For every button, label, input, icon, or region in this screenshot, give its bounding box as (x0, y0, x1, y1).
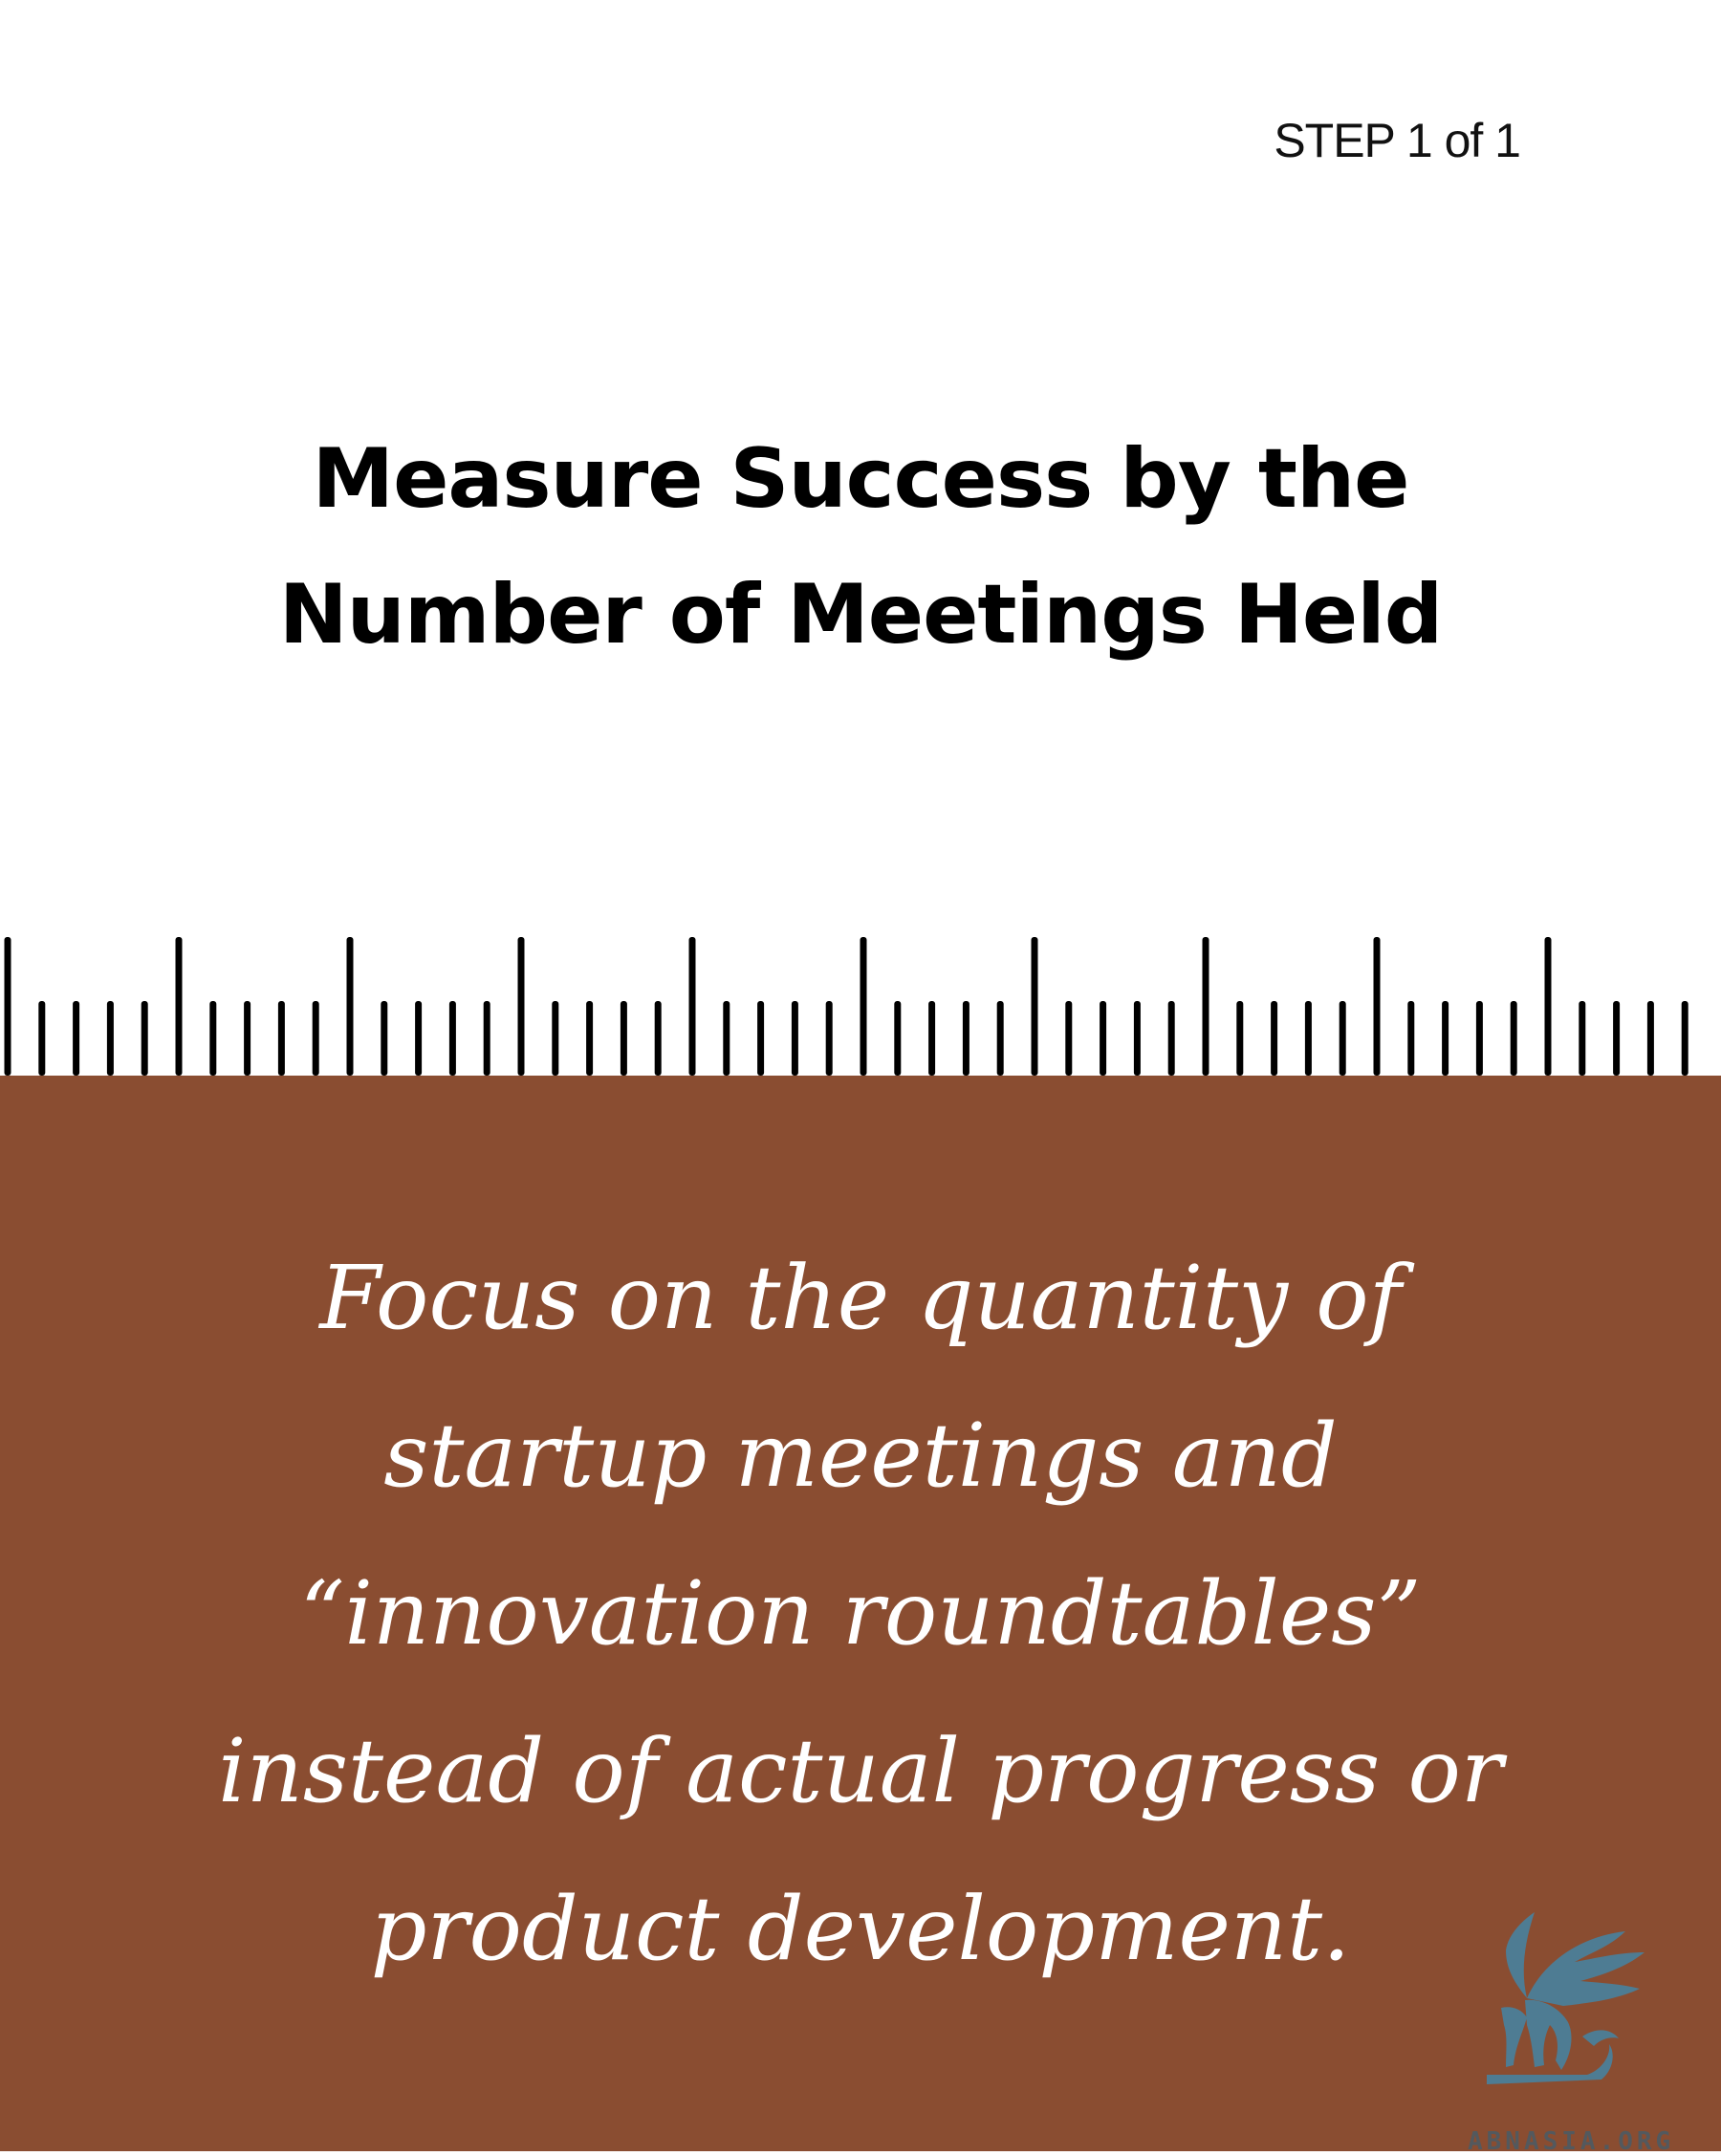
ruler-minor-tick (141, 1001, 148, 1076)
ruler-minor-tick (1065, 1001, 1073, 1076)
ruler-minor-tick (791, 1001, 798, 1076)
ruler-major-tick (175, 937, 183, 1076)
ruler-minor-tick (552, 1001, 559, 1076)
content-panel: Focus on the quantity of startup meeting… (0, 1076, 1721, 2156)
ruler-minor-tick (1236, 1001, 1244, 1076)
title-line-1: Measure Success by the (312, 431, 1409, 527)
logo-text: ABNASIA.ORG (1468, 2127, 1675, 2156)
griffin-icon (1487, 1912, 1645, 2084)
ruler-major-tick (1202, 937, 1209, 1076)
step-indicator: STEP 1 of 1 (1274, 114, 1521, 167)
ruler-major-tick (688, 937, 696, 1076)
title-line-2: Number of Meetings Held (278, 567, 1444, 663)
ruler-major-tick (860, 937, 867, 1076)
body-line-2: startup meetings and (383, 1405, 1338, 1507)
ruler-major-tick (1031, 937, 1038, 1076)
ruler-minor-tick (1475, 1001, 1483, 1076)
ruler-minor-tick (1100, 1001, 1107, 1076)
ruler-minor-tick (73, 1001, 80, 1076)
ruler-minor-tick (723, 1001, 730, 1076)
ruler-minor-tick (1304, 1001, 1312, 1076)
ruler-minor-tick (381, 1001, 388, 1076)
ruler-minor-tick (1442, 1001, 1449, 1076)
body-line-4: instead of actual progress or (218, 1720, 1503, 1822)
ruler-major-tick (1373, 937, 1381, 1076)
ruler-minor-tick (1510, 1001, 1517, 1076)
ruler-minor-tick (1271, 1001, 1278, 1076)
ruler-major-tick (346, 937, 354, 1076)
ruler-minor-tick (894, 1001, 902, 1076)
ruler-minor-tick (1339, 1001, 1346, 1076)
ruler-minor-tick (415, 1001, 423, 1076)
ruler-minor-tick (757, 1001, 765, 1076)
ruler-minor-tick (1681, 1001, 1688, 1076)
body-text: Focus on the quantity of startup meeting… (0, 1219, 1721, 2008)
ruler-minor-tick (244, 1001, 251, 1076)
ruler-minor-tick (1407, 1001, 1415, 1076)
ruler-minor-tick (106, 1001, 114, 1076)
ruler-minor-tick (1133, 1001, 1141, 1076)
ruler-minor-tick (1613, 1001, 1621, 1076)
ruler-major-tick (4, 937, 11, 1076)
ruler-major-tick (1544, 937, 1552, 1076)
ruler-minor-tick (448, 1001, 456, 1076)
ruler-minor-tick (483, 1001, 490, 1076)
ruler-minor-tick (654, 1001, 662, 1076)
ruler-minor-tick (586, 1001, 594, 1076)
ruler-major-tick (517, 937, 525, 1076)
ruler-ticks (4, 937, 1688, 1076)
ruler-minor-tick (277, 1001, 285, 1076)
page-title: Measure Success by the Number of Meeting… (0, 411, 1721, 683)
ruler-minor-tick (996, 1001, 1004, 1076)
ruler-minor-tick (962, 1001, 969, 1076)
ruler-minor-tick (38, 1001, 46, 1076)
body-line-5: product development. (370, 1878, 1351, 1980)
ruler-minor-tick (209, 1001, 217, 1076)
body-line-1: Focus on the quantity of (319, 1247, 1402, 1349)
ruler-minor-tick (1646, 1001, 1654, 1076)
ruler-minor-tick (825, 1001, 833, 1076)
ruler-minor-tick (620, 1001, 627, 1076)
ruler-minor-tick (312, 1001, 319, 1076)
body-line-3: “innovation roundtables” (299, 1562, 1422, 1665)
ruler-minor-tick (928, 1001, 936, 1076)
ruler-minor-tick (1579, 1001, 1586, 1076)
ruler-minor-tick (1167, 1001, 1175, 1076)
